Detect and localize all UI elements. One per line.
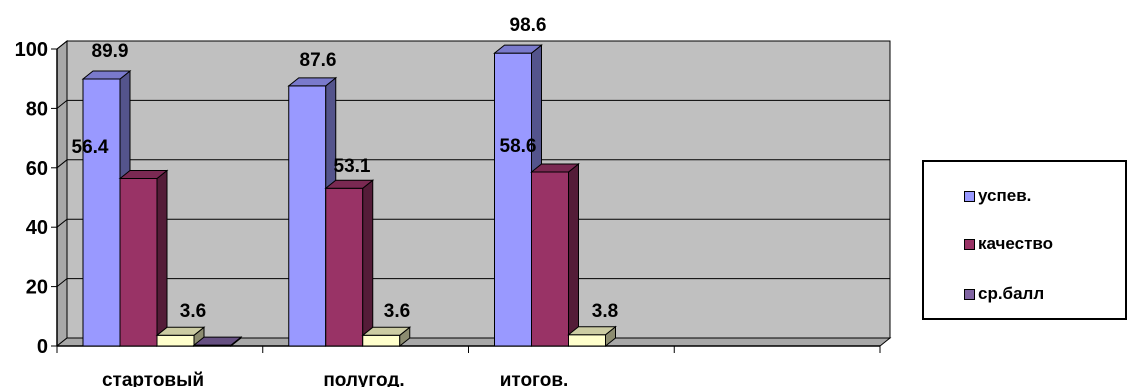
bar: [82, 78, 121, 347]
data-labels: 89.9 87.6 98.6 56.4 53.1 58.6 3.6 3.6 3.8: [72, 15, 619, 322]
bars: [81, 44, 617, 348]
y-tick-label: 40: [26, 217, 48, 239]
bar-top: [530, 163, 580, 173]
y-tick-label: 80: [26, 98, 48, 120]
bar: [568, 334, 606, 347]
bar-top: [192, 336, 243, 346]
legend-swatch-2: [964, 288, 975, 300]
legend-label-1: качество: [978, 234, 1054, 253]
gridline: [56, 99, 890, 109]
legend-item-1: качество: [964, 234, 1053, 254]
bar-top: [567, 326, 617, 336]
legend-swatch-0: [964, 190, 975, 202]
x-category-label: стартовый: [102, 370, 204, 387]
bar-side: [156, 169, 168, 348]
y-tick-label: 60: [26, 158, 48, 180]
bar-top: [324, 179, 375, 189]
bar-top: [81, 70, 132, 80]
data-label: 3.6: [180, 301, 206, 322]
bar-side: [568, 162, 579, 348]
y-tick-label: 0: [37, 336, 48, 358]
bar: [119, 177, 158, 347]
data-label: 98.6: [510, 15, 547, 36]
bar: [531, 171, 569, 347]
gridline: [56, 40, 890, 50]
y-tick-label: 100: [15, 39, 48, 61]
legend-label-0: успев.: [978, 186, 1032, 205]
legend-swatch-1: [964, 238, 975, 250]
data-label: 89.9: [92, 41, 129, 62]
y-axis-tick-labels: 0 20 40 60 80 100: [15, 39, 48, 358]
bar-top: [361, 326, 412, 336]
data-label: 58.6: [500, 136, 537, 157]
gridline: [56, 278, 890, 287]
data-label: 53.1: [334, 156, 371, 177]
legend-item-2: ср.балл: [964, 284, 1044, 304]
bar: [362, 334, 401, 347]
bar: [325, 187, 364, 347]
bar-top: [155, 326, 206, 336]
x-axis-category-labels: стартовый полугод. итогов.: [102, 370, 568, 387]
legend: успев. качество ср.балл: [922, 160, 1127, 320]
gridline: [56, 159, 890, 169]
gridlines: [56, 40, 890, 287]
plot-side-wall: [56, 39, 68, 348]
bar: [156, 334, 195, 347]
gridline: [56, 218, 890, 228]
plot-back-wall: [66, 40, 891, 339]
data-label: 87.6: [300, 50, 337, 71]
data-label: 3.6: [384, 301, 410, 322]
y-tick-label: 20: [26, 277, 48, 299]
bar-top: [287, 77, 338, 87]
bar-side: [362, 179, 374, 348]
bar: [288, 85, 327, 347]
x-category-label: полугод.: [323, 370, 404, 387]
data-label: 3.8: [592, 301, 618, 322]
bar-top: [118, 169, 169, 179]
legend-item-0: успев.: [964, 186, 1031, 206]
x-category-label: итогов.: [500, 370, 569, 387]
bar: [494, 52, 532, 347]
legend-label-2: ср.балл: [978, 284, 1045, 303]
bar-top: [493, 44, 543, 54]
data-label: 56.4: [72, 137, 109, 158]
